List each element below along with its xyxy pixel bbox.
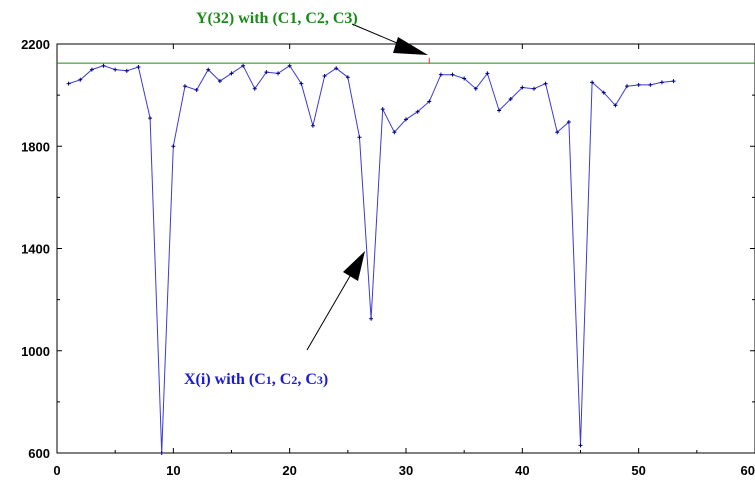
data-point bbox=[182, 84, 187, 89]
data-point bbox=[345, 75, 350, 80]
data-point bbox=[252, 86, 257, 91]
data-point bbox=[369, 316, 374, 321]
xi-annotation: X(i) with (C1, C2, C3) bbox=[184, 371, 328, 388]
xi-arrow-shaft bbox=[306, 275, 351, 351]
xi-arrow-head bbox=[343, 251, 365, 281]
data-point bbox=[613, 103, 618, 108]
data-point bbox=[287, 63, 292, 68]
data-point bbox=[531, 86, 536, 91]
tick-labels: 0 10 20 30 40 50 60 600 1000 1400 1800 2200 bbox=[21, 37, 755, 478]
y-tick-label: 1800 bbox=[21, 139, 50, 154]
data-point bbox=[520, 85, 525, 90]
data-point bbox=[415, 109, 420, 114]
data-point bbox=[66, 81, 71, 86]
data-point bbox=[427, 99, 432, 104]
data-point bbox=[438, 72, 443, 77]
data-point bbox=[322, 73, 327, 78]
data-point bbox=[590, 80, 595, 85]
data-point bbox=[566, 119, 571, 124]
data-point bbox=[334, 66, 339, 71]
data-point bbox=[625, 84, 630, 89]
data-point bbox=[194, 88, 199, 93]
data-point bbox=[113, 67, 118, 72]
x-tick-label: 0 bbox=[53, 463, 60, 478]
data-point bbox=[671, 79, 676, 84]
data-point bbox=[357, 135, 362, 140]
x-tick-label: 40 bbox=[515, 463, 529, 478]
y-tick-label: 600 bbox=[28, 446, 50, 461]
data-point bbox=[78, 77, 83, 82]
data-point bbox=[171, 144, 176, 149]
y32-arrow-shaft bbox=[351, 23, 405, 47]
x-tick-label: 50 bbox=[631, 463, 645, 478]
data-point bbox=[543, 81, 548, 86]
data-point bbox=[648, 82, 653, 87]
data-point bbox=[206, 67, 211, 72]
data-point bbox=[578, 443, 583, 448]
data-point bbox=[497, 108, 502, 113]
data-point bbox=[485, 71, 490, 76]
data-point bbox=[473, 86, 478, 91]
data-point bbox=[89, 67, 94, 72]
series-markers bbox=[66, 63, 676, 455]
data-point bbox=[229, 71, 234, 76]
series-line bbox=[68, 64, 674, 454]
data-point bbox=[508, 96, 513, 101]
x-tick-label: 20 bbox=[282, 463, 296, 478]
data-point bbox=[264, 70, 269, 75]
data-point bbox=[380, 107, 385, 112]
data-point bbox=[601, 90, 606, 95]
y-tick-label: 2200 bbox=[21, 37, 50, 52]
y-tick-label: 1400 bbox=[21, 242, 50, 257]
y-tick-label: 1000 bbox=[21, 344, 50, 359]
data-point bbox=[404, 117, 408, 122]
data-point bbox=[241, 63, 246, 68]
data-point bbox=[124, 68, 129, 73]
data-point bbox=[101, 63, 106, 68]
data-point bbox=[659, 80, 664, 85]
data-point bbox=[136, 65, 141, 70]
data-point bbox=[276, 71, 281, 76]
data-point bbox=[299, 81, 304, 86]
x-tick-label: 30 bbox=[399, 463, 413, 478]
x-tick-label: 60 bbox=[741, 463, 755, 478]
axis-ticks bbox=[56, 43, 755, 454]
y32-arrow-head bbox=[393, 37, 428, 55]
y32-annotation: Y(32) with (C1, C2, C3) bbox=[196, 10, 358, 27]
data-point bbox=[392, 130, 397, 135]
data-point bbox=[217, 79, 222, 84]
x-tick-label: 10 bbox=[166, 463, 180, 478]
data-point bbox=[636, 82, 641, 87]
data-point bbox=[450, 72, 455, 77]
data-point bbox=[462, 76, 467, 81]
plot-frame bbox=[56, 43, 755, 454]
data-point bbox=[159, 451, 164, 455]
data-point bbox=[310, 123, 315, 128]
data-point bbox=[555, 130, 560, 135]
data-point bbox=[148, 116, 153, 121]
